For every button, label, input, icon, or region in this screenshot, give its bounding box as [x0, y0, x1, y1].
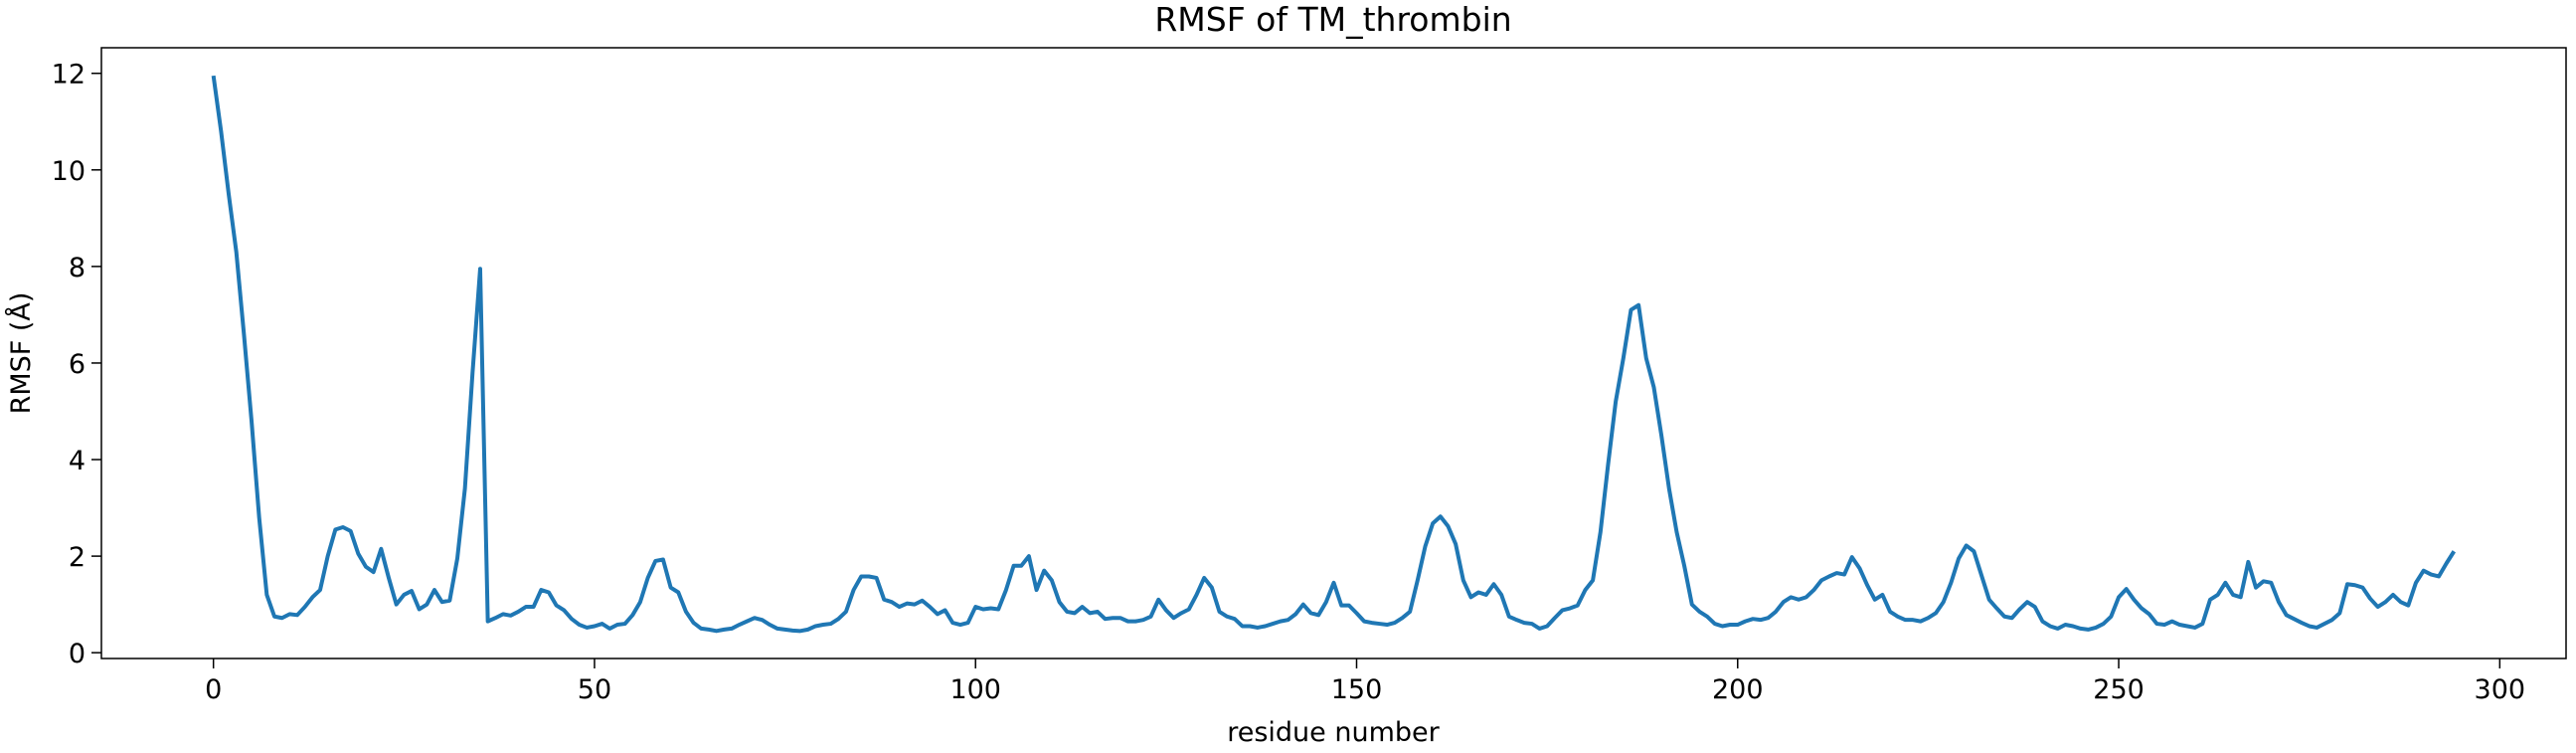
y-tick-label: 2	[69, 542, 86, 573]
y-tick-label: 0	[69, 639, 86, 669]
x-axis-label: residue number	[1227, 717, 1440, 748]
x-tick-label: 200	[1712, 674, 1764, 705]
x-tick-label: 300	[2475, 674, 2526, 705]
x-tick-label: 50	[578, 674, 611, 705]
y-tick-label: 10	[52, 156, 86, 187]
x-tick-label: 150	[1331, 674, 1383, 705]
data-line	[211, 75, 2457, 634]
y-tick-label: 6	[69, 349, 86, 380]
x-tick-label: 100	[949, 674, 1001, 705]
y-tick-label: 4	[69, 446, 86, 476]
plot-frame	[100, 47, 2567, 659]
y-tick-label: 8	[69, 253, 86, 283]
y-axis-label: RMSF (Å)	[5, 292, 37, 415]
x-tick-label: 0	[205, 674, 222, 705]
x-tick-label: 250	[2093, 674, 2145, 705]
chart-title: RMSF of TM_thrombin	[1154, 0, 1511, 39]
y-tick-label: 12	[52, 60, 86, 91]
